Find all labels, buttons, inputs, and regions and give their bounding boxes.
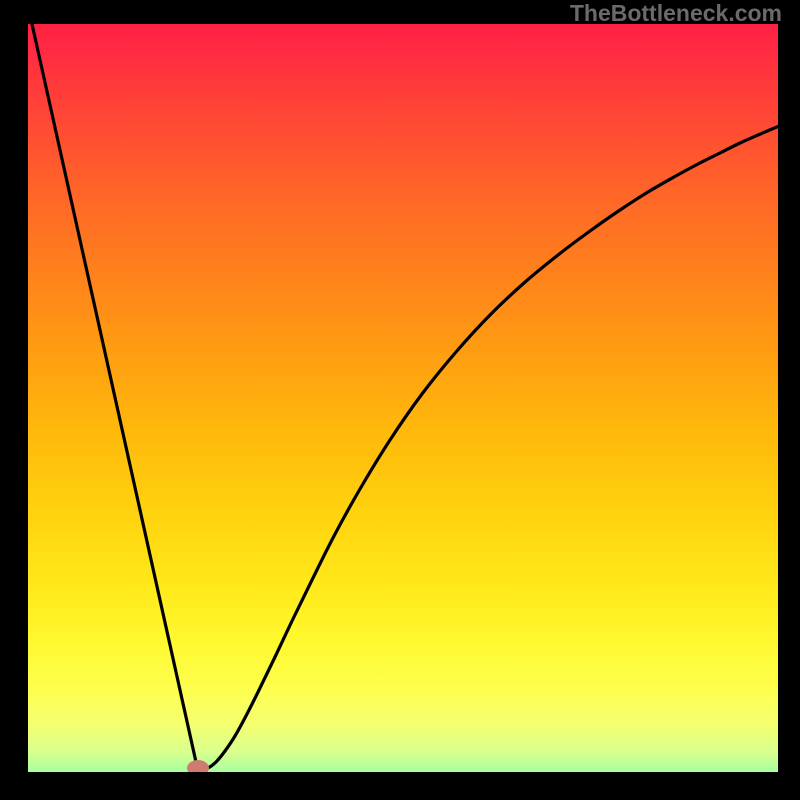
bottleneck-chart: TheBottleneck.com xyxy=(0,0,800,800)
watermark-text: TheBottleneck.com xyxy=(570,0,782,27)
chart-background xyxy=(0,0,800,800)
chart-svg xyxy=(0,0,800,800)
